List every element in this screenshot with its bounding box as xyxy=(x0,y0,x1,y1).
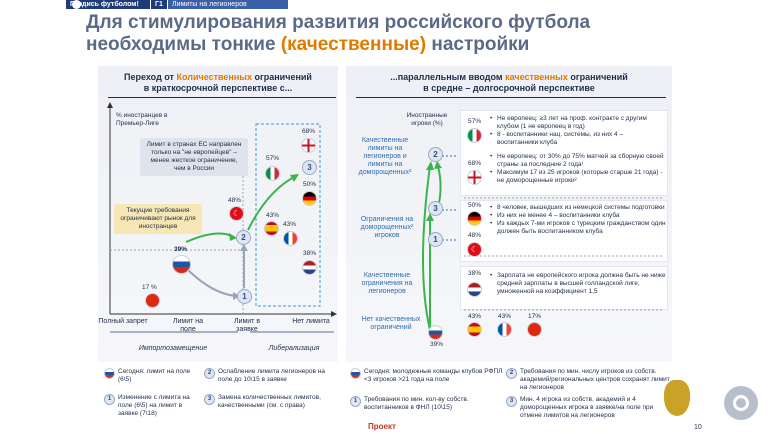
row3-bullet-1: Зарплата не европейского игрока должна б… xyxy=(490,272,666,296)
y-axis-label: % иностранцев в Премьер-Лиге xyxy=(116,112,168,127)
pct-italy-right: 57% xyxy=(468,118,482,125)
right-marker-2: 2 xyxy=(428,147,443,162)
legend-right-marker-2: 2 xyxy=(506,368,517,379)
x-tick-squad-limit: Лимит в заявке xyxy=(233,318,261,333)
pct-spain: 43% xyxy=(266,212,280,219)
row1-bullet-2: 8 - воспитанники нац. системы, из них 4 … xyxy=(490,131,666,147)
brand-tag: Гордись футболом! xyxy=(66,0,150,9)
china-flag-icon-right xyxy=(527,322,542,337)
legend-left-3: Изменение с лимита на поле (6\5) на лими… xyxy=(118,394,190,417)
legend-right-3: Требования по мин. кол-ву собств. воспит… xyxy=(364,396,469,411)
russia-flag-icon xyxy=(172,255,191,274)
italy-flag-icon-right xyxy=(467,128,482,143)
pct-italy: 57% xyxy=(266,155,280,162)
spain-flag-icon xyxy=(264,221,279,236)
turkey-flag-icon-right: ☾ xyxy=(467,242,482,257)
pct-england-right: 68% xyxy=(468,160,482,167)
pct-netherlands: 38% xyxy=(303,250,317,257)
pct-england: 68% xyxy=(302,128,316,135)
right-heading: ...параллельным вводом качественных огра… xyxy=(390,72,628,93)
logo-icon xyxy=(724,386,758,420)
pct-russia-right: 39% xyxy=(430,341,444,348)
legend-marker-3: 3 xyxy=(204,394,215,405)
label-quality-and-homegrown: Качественные лимиты на легионеров и лими… xyxy=(358,137,412,176)
group-import-substitution: Импортозамещение xyxy=(138,345,208,352)
label-homegrown: Ограничения на доморощенных² игроков xyxy=(360,216,414,239)
pct-germany: 50% xyxy=(303,181,317,188)
france-flag-icon-right xyxy=(497,322,512,337)
row2-bullet-3: Из каждых 7-ми игроков с турецким гражда… xyxy=(490,220,666,236)
row1-bullet-4: Максимум 17 из 25 игроков (которые старш… xyxy=(490,169,666,185)
legend-right-1: Сегодня: молодежные команды клубов РФПЛ … xyxy=(364,368,503,383)
england-flag-icon xyxy=(301,138,316,153)
x-tick-full-ban: Полный запрет xyxy=(98,318,148,325)
legend-right-4: Мин. 4 игрока из собств. академий и 4 до… xyxy=(520,396,654,419)
row3-bullets: Зарплата не европейского игрока должна б… xyxy=(490,272,666,296)
row2-bullet-1: 8 человек, вышедших из немецкой системы … xyxy=(490,204,666,212)
section-title: Лимиты на легионеров xyxy=(168,0,288,9)
england-flag-icon-right xyxy=(467,170,482,185)
rfu-emblem-icon xyxy=(664,380,690,416)
label-no-quality: Нет качественных ограничений xyxy=(361,316,421,331)
marker-3: 3 xyxy=(302,160,317,175)
turkey-flag-icon: ☾ xyxy=(229,206,244,221)
italy-flag-icon xyxy=(265,166,280,181)
row2-bullet-2: Из них не менее 4 – воспитанники клуба xyxy=(490,212,666,220)
legend-right-marker-1: 1 xyxy=(350,396,361,407)
germany-flag-icon xyxy=(302,191,317,206)
pct-turkey-right: 48% xyxy=(468,232,482,239)
left-chart xyxy=(107,102,337,333)
legend-right-2: Требования по мин. числу игроков из собс… xyxy=(520,368,670,391)
row1-bullet-3: Не европеец: от 30% до 75% матчей за сбо… xyxy=(490,153,666,169)
row1-bullet-1: Не европеец: ≥3 лет на проф. контракте с… xyxy=(490,115,666,131)
row1-bullets: Не европеец: ≥3 лет на проф. контракте с… xyxy=(490,115,666,185)
netherlands-flag-icon-right xyxy=(467,282,482,297)
right-marker-3: 3 xyxy=(428,201,443,216)
pct-france: 43% xyxy=(283,221,297,228)
left-heading: Переход от Количественных ограничений в … xyxy=(124,72,312,93)
ball-icon xyxy=(72,0,81,9)
marker-1: 1 xyxy=(237,289,252,304)
russia-flag-icon-right xyxy=(428,325,443,340)
netherlands-flag-icon xyxy=(302,260,317,275)
callout-eu: Лимит в странах ЕС направлен только на "… xyxy=(140,138,248,176)
legend-russia-flag-icon xyxy=(104,368,115,379)
page-number: 10 xyxy=(694,424,702,431)
legend-left-1: Сегодня: лимит на поле (6\5) xyxy=(118,368,191,383)
pct-germany-right: 50% xyxy=(468,202,482,209)
germany-flag-icon-right xyxy=(467,211,482,226)
pct-china-right: 17% xyxy=(528,313,542,320)
draft-label: Проект xyxy=(368,422,396,431)
pct-netherlands-right: 38% xyxy=(468,270,482,277)
legend-marker-1: 1 xyxy=(104,394,115,405)
spain-flag-icon-right xyxy=(467,322,482,337)
legend-right-russia-flag-icon xyxy=(350,368,361,379)
right-marker-1: 1 xyxy=(428,232,443,247)
top-bar: Гордись футболом! Г1 Лимиты на легионеро… xyxy=(0,0,770,10)
foreign-players-header: Иностранные игроки (%) xyxy=(406,112,448,127)
right-heading-rule xyxy=(356,97,666,98)
pct-france-right: 43% xyxy=(498,313,512,320)
legend-left-2: Ослабление лимита легионеров на поле до … xyxy=(218,368,325,383)
legend-left-4: Замена количественных лимитов, качествен… xyxy=(218,394,321,409)
china-flag-icon xyxy=(145,293,160,308)
section-code: Г1 xyxy=(151,0,167,9)
x-tick-no-limit: Нет лимита xyxy=(292,318,330,325)
pct-china: 17 % xyxy=(142,284,157,291)
pct-turkey: 48% xyxy=(228,197,242,204)
legend-right-marker-3: 3 xyxy=(506,396,517,407)
page-title: Для стимулирования развития российского … xyxy=(86,12,591,55)
legend-marker-2: 2 xyxy=(204,368,215,379)
row2-bullets: 8 человек, вышедших из немецкой системы … xyxy=(490,204,666,236)
france-flag-icon xyxy=(283,231,298,246)
label-quality-legionnaires: Качественные ограничения на легионеров xyxy=(361,272,413,295)
x-tick-field-limit: Лимит на поле xyxy=(172,318,204,333)
left-heading-rule xyxy=(108,97,336,98)
pct-spain-right: 43% xyxy=(468,313,482,320)
marker-2: 2 xyxy=(236,230,251,245)
pct-russia: 39% xyxy=(174,246,188,253)
callout-current: Текущие требования ограничивают рынок дл… xyxy=(114,204,202,234)
group-liberalization: Либерализация xyxy=(268,345,320,352)
